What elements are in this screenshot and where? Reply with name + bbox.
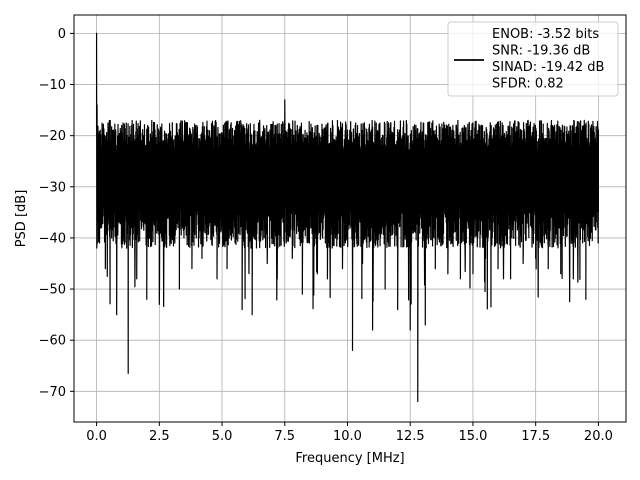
x-tick-label: 7.5 <box>274 429 295 444</box>
x-tick-label: 17.5 <box>521 429 550 444</box>
legend-entry: SFDR: 0.82 <box>492 77 564 92</box>
psd-series-line <box>95 32 599 403</box>
y-tick-label: −70 <box>39 385 66 400</box>
plot-frame <box>73 14 627 423</box>
x-axis-ticks: 0.0 2.5 5.0 7.5 10.0 12.5 15.0 17.5 20.0 <box>86 422 613 444</box>
y-tick-label: −40 <box>39 231 66 246</box>
y-tick-label: −50 <box>39 283 66 298</box>
x-tick-label: 10.0 <box>333 429 362 444</box>
x-axis-label: Frequency [MHz] <box>295 451 404 466</box>
legend-entry: SINAD: -19.42 dB <box>492 60 604 75</box>
y-tick-label: 0 <box>58 27 66 42</box>
series-layer <box>95 32 599 403</box>
legend-entry: ENOB: -3.52 bits <box>492 27 599 42</box>
x-tick-label: 0.0 <box>86 429 107 444</box>
y-axis-ticks: 0 −10 −20 −30 −40 −50 −60 −70 <box>39 27 74 400</box>
x-tick-label: 15.0 <box>458 429 487 444</box>
y-tick-label: −10 <box>39 78 66 93</box>
x-tick-label: 20.0 <box>584 429 613 444</box>
x-tick-label: 5.0 <box>212 429 233 444</box>
x-tick-label: 12.5 <box>396 429 425 444</box>
x-tick-label: 2.5 <box>149 429 170 444</box>
y-tick-label: −60 <box>39 334 66 349</box>
y-tick-label: −30 <box>39 180 66 195</box>
legend-entry: SNR: -19.36 dB <box>492 44 590 59</box>
legend-box <box>447 21 619 97</box>
y-axis-label: PSD [dB] <box>14 190 29 248</box>
axes <box>73 14 627 423</box>
y-tick-label: −20 <box>39 129 66 144</box>
